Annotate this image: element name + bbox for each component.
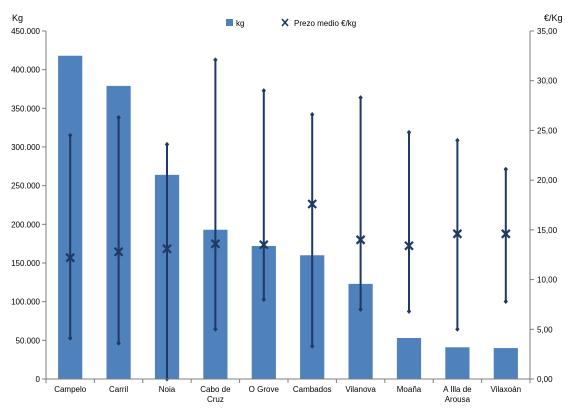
price-range-marker	[452, 137, 463, 332]
price-mean-marker	[113, 246, 124, 257]
price-max-marker	[310, 112, 315, 118]
price-max-marker	[406, 129, 412, 135]
left-axis-tick-label: 400.000	[11, 66, 40, 75]
right-axis-tick-label: 5,00	[537, 325, 553, 334]
legend-kg-label: kg	[236, 19, 244, 28]
x-axis-tick-label: Cabo de Cruz	[200, 385, 231, 404]
price-range-marker	[404, 129, 414, 314]
price-min-marker	[358, 306, 363, 312]
price-mean-marker	[404, 240, 414, 251]
price-max-marker	[358, 95, 363, 101]
price-range-marker	[259, 88, 269, 302]
price-max-marker	[68, 132, 73, 138]
price-mean-marker	[452, 229, 463, 239]
x-axis-tick-label: Carril	[109, 385, 128, 394]
right-axis-tick-label: 30,00	[537, 77, 558, 86]
price-range-marker	[307, 112, 317, 349]
price-range-marker	[113, 115, 124, 346]
price-mean-marker	[307, 199, 317, 209]
price-range-marker	[65, 132, 75, 341]
x-axis-tick-label: Moaña	[397, 385, 422, 394]
price-max-marker	[261, 88, 266, 94]
left-axis-tick-label: 350.000	[11, 104, 40, 113]
price-min-marker	[261, 296, 266, 302]
price-min-marker	[116, 340, 121, 346]
right-axis-tick-label: 20,00	[537, 176, 558, 185]
price-mean-marker	[259, 239, 269, 250]
x-axis-tick-label: Campelo	[54, 385, 87, 394]
price-min-marker	[455, 326, 460, 332]
price-min-marker	[310, 343, 315, 349]
right-axis-unit-label: €/Kg	[544, 13, 563, 23]
price-max-marker	[213, 57, 218, 63]
legend: kg Prezo medio €/kg	[226, 18, 356, 28]
bar	[396, 338, 422, 379]
bar-series	[58, 55, 518, 379]
x-axis-tick-label: O Grove	[249, 385, 280, 394]
left-axis: 0 50.000 100.000 150.000 200.000 250.000 300.0…	[11, 27, 47, 384]
price-mean-marker	[501, 229, 511, 239]
legend-price-label: Prezo medio €/kg	[294, 19, 356, 28]
left-axis-tick-label: 300.000	[11, 143, 40, 152]
right-axis-tick-label: 0,00	[537, 375, 553, 384]
price-range-series	[65, 57, 511, 382]
bar	[445, 347, 470, 379]
price-max-marker	[164, 141, 170, 147]
price-min-marker	[503, 298, 508, 304]
left-axis-tick-label: 250.000	[11, 182, 40, 191]
bar	[493, 348, 518, 379]
legend-kg-swatch	[226, 19, 233, 26]
left-axis-unit-label: Kg	[12, 13, 23, 23]
left-axis-tick-label: 150.000	[11, 259, 40, 268]
price-range-marker	[355, 95, 366, 312]
right-axis: 0,00 5,00 10,00 15,00 20,00 25,00 30,00 35,00	[529, 27, 558, 384]
price-range-marker	[210, 57, 221, 332]
price-max-marker	[503, 166, 508, 172]
left-axis-tick-label: 200.000	[11, 220, 40, 229]
x-axis: Campelo Carril Noia Cabo de Cruz O Grove Camba…	[45, 378, 531, 404]
x-axis-tick-label: A Illa de Arousa	[443, 385, 472, 404]
price-max-marker	[116, 115, 121, 121]
right-axis-tick-label: 35,00	[537, 27, 558, 36]
price-min-marker	[213, 326, 218, 332]
left-axis-tick-label: 450.000	[11, 27, 40, 36]
price-mean-marker	[210, 238, 221, 249]
left-axis-tick-label: 50.000	[16, 336, 41, 345]
x-axis-tick-label: Vilaxoán	[491, 385, 522, 394]
price-max-marker	[455, 137, 460, 143]
right-axis-tick-label: 10,00	[537, 276, 558, 285]
legend-price-marker	[281, 18, 289, 27]
right-axis-tick-label: 25,00	[537, 126, 558, 135]
x-axis-tick-label: Noia	[159, 385, 176, 394]
price-mean-marker	[355, 235, 366, 245]
left-axis-tick-label: 100.000	[11, 298, 40, 307]
price-mean-marker	[162, 243, 172, 254]
left-axis-tick-label: 0	[36, 375, 41, 384]
x-axis-tick-label: Vilanova	[345, 385, 376, 394]
price-mean-marker	[65, 252, 75, 263]
x-axis-tick-label: Cambados	[293, 385, 332, 394]
price-range-marker	[501, 166, 511, 304]
price-min-marker	[406, 308, 412, 314]
price-min-marker	[68, 335, 73, 341]
right-axis-tick-label: 15,00	[537, 226, 558, 235]
